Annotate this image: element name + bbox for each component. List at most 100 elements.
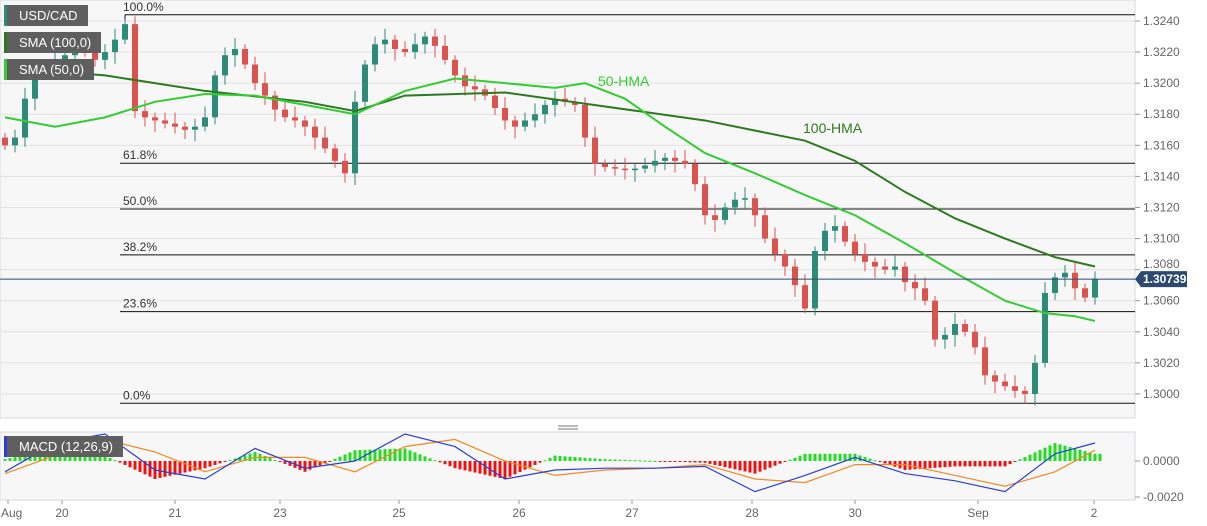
macd-y-tick-label: -0.0020 — [1143, 490, 1184, 504]
macd-histogram-bar — [303, 461, 307, 472]
macd-histogram-bar — [783, 461, 787, 462]
macd-histogram-bar — [128, 461, 132, 468]
candle — [302, 115, 308, 136]
candle-body — [952, 324, 958, 335]
candle-body — [592, 137, 598, 164]
candle — [382, 28, 388, 54]
candle-body — [972, 331, 978, 348]
candle-body — [222, 55, 228, 76]
candle-body — [512, 120, 518, 127]
candle — [132, 16, 138, 119]
macd-histogram-bar — [568, 456, 572, 461]
candle — [702, 176, 708, 225]
candle-body — [932, 300, 938, 340]
candle — [672, 149, 678, 173]
x-tick-label: 26 — [512, 506, 526, 520]
hma50-line — [4, 77, 1096, 322]
candle — [922, 277, 928, 306]
candle — [522, 112, 528, 132]
macd-histogram-bar — [583, 457, 587, 461]
candle — [222, 47, 228, 85]
candle — [582, 97, 588, 147]
candle — [712, 204, 718, 232]
macd-histogram-bar — [463, 461, 467, 471]
candle-body — [892, 266, 898, 270]
macd-histogram-bar — [323, 461, 327, 464]
candle — [542, 100, 548, 124]
x-tick-label: 2 — [1091, 506, 1098, 520]
macd-histogram-bar — [358, 450, 362, 461]
macd-histogram-bar — [338, 456, 342, 461]
macd-histogram-bar — [208, 461, 212, 467]
macd-histogram-bar — [458, 461, 462, 470]
candle-body — [142, 111, 148, 118]
x-tick-label: 27 — [625, 506, 639, 520]
macd-histogram-bar — [493, 461, 497, 477]
y-tick-label: 1.3040 — [1143, 325, 1180, 339]
candle — [652, 149, 658, 173]
legend-sma100[interactable]: SMA (100,0) — [4, 32, 102, 53]
candle-body — [532, 114, 538, 121]
macd-histogram-bar — [618, 459, 622, 461]
candle — [512, 115, 518, 139]
macd-histogram-bar — [408, 450, 412, 461]
candle — [812, 246, 818, 316]
candle — [252, 56, 258, 91]
macd-histogram-bar — [643, 460, 647, 462]
macd-histogram-bar — [738, 461, 742, 471]
candle-body — [902, 266, 908, 283]
macd-histogram-bar — [903, 461, 907, 470]
candle-body — [282, 109, 288, 118]
macd-histogram-bar — [533, 461, 537, 465]
legend-macd[interactable]: MACD (12,26,9) — [4, 436, 123, 457]
macd-histogram-bar — [893, 461, 897, 467]
macd-histogram-bar — [803, 453, 807, 461]
candle-body — [382, 39, 388, 45]
candle — [1052, 272, 1058, 300]
candle — [572, 97, 578, 112]
macd-histogram-bar — [213, 461, 217, 465]
legend-sma50[interactable]: SMA (50,0) — [4, 59, 95, 80]
macd-histogram-bar — [718, 461, 722, 467]
candle-body — [702, 184, 708, 216]
macd-histogram-bar — [228, 460, 232, 462]
candle — [972, 324, 978, 355]
candle-body — [692, 163, 698, 185]
macd-histogram-bar — [613, 459, 617, 461]
macd-histogram-bar — [793, 457, 797, 461]
candle-body — [452, 59, 458, 76]
macd-histogram-bar — [843, 453, 847, 461]
candle-body — [812, 250, 818, 309]
y-tick-label: 1.3240 — [1143, 14, 1180, 28]
macd-histogram-bar — [1028, 454, 1032, 461]
macd-histogram-bar — [173, 461, 177, 475]
macd-histogram-bar — [453, 461, 457, 469]
macd-histogram-bar — [993, 461, 997, 467]
candle — [662, 153, 668, 171]
macd-histogram-bar — [468, 461, 472, 472]
macd-histogram-bar — [683, 461, 687, 463]
macd-histogram-bar — [668, 461, 672, 462]
candle-body — [172, 123, 178, 127]
macd-histogram-bar — [538, 461, 542, 463]
macd-histogram-bar — [138, 461, 142, 472]
macd-histogram-bar — [238, 456, 242, 461]
legend-symbol[interactable]: USD/CAD — [4, 5, 88, 26]
macd-histogram-bar — [288, 461, 292, 466]
candle — [1032, 355, 1038, 406]
macd-histogram-bar — [768, 461, 772, 468]
macd-histogram-bar — [283, 461, 287, 464]
candle-body — [202, 117, 208, 127]
macd-y-tick-label: 0.0000 — [1143, 454, 1180, 468]
candle — [692, 159, 698, 192]
macd-histogram-bar — [273, 459, 277, 461]
candle — [782, 249, 788, 276]
candle-body — [462, 75, 468, 87]
candle — [1062, 264, 1068, 287]
macd-histogram-bar — [1033, 452, 1037, 461]
candle — [262, 72, 268, 105]
macd-histogram-bar — [88, 453, 92, 461]
macd-histogram-bar — [158, 461, 162, 478]
macd-histogram-bar — [403, 448, 407, 461]
